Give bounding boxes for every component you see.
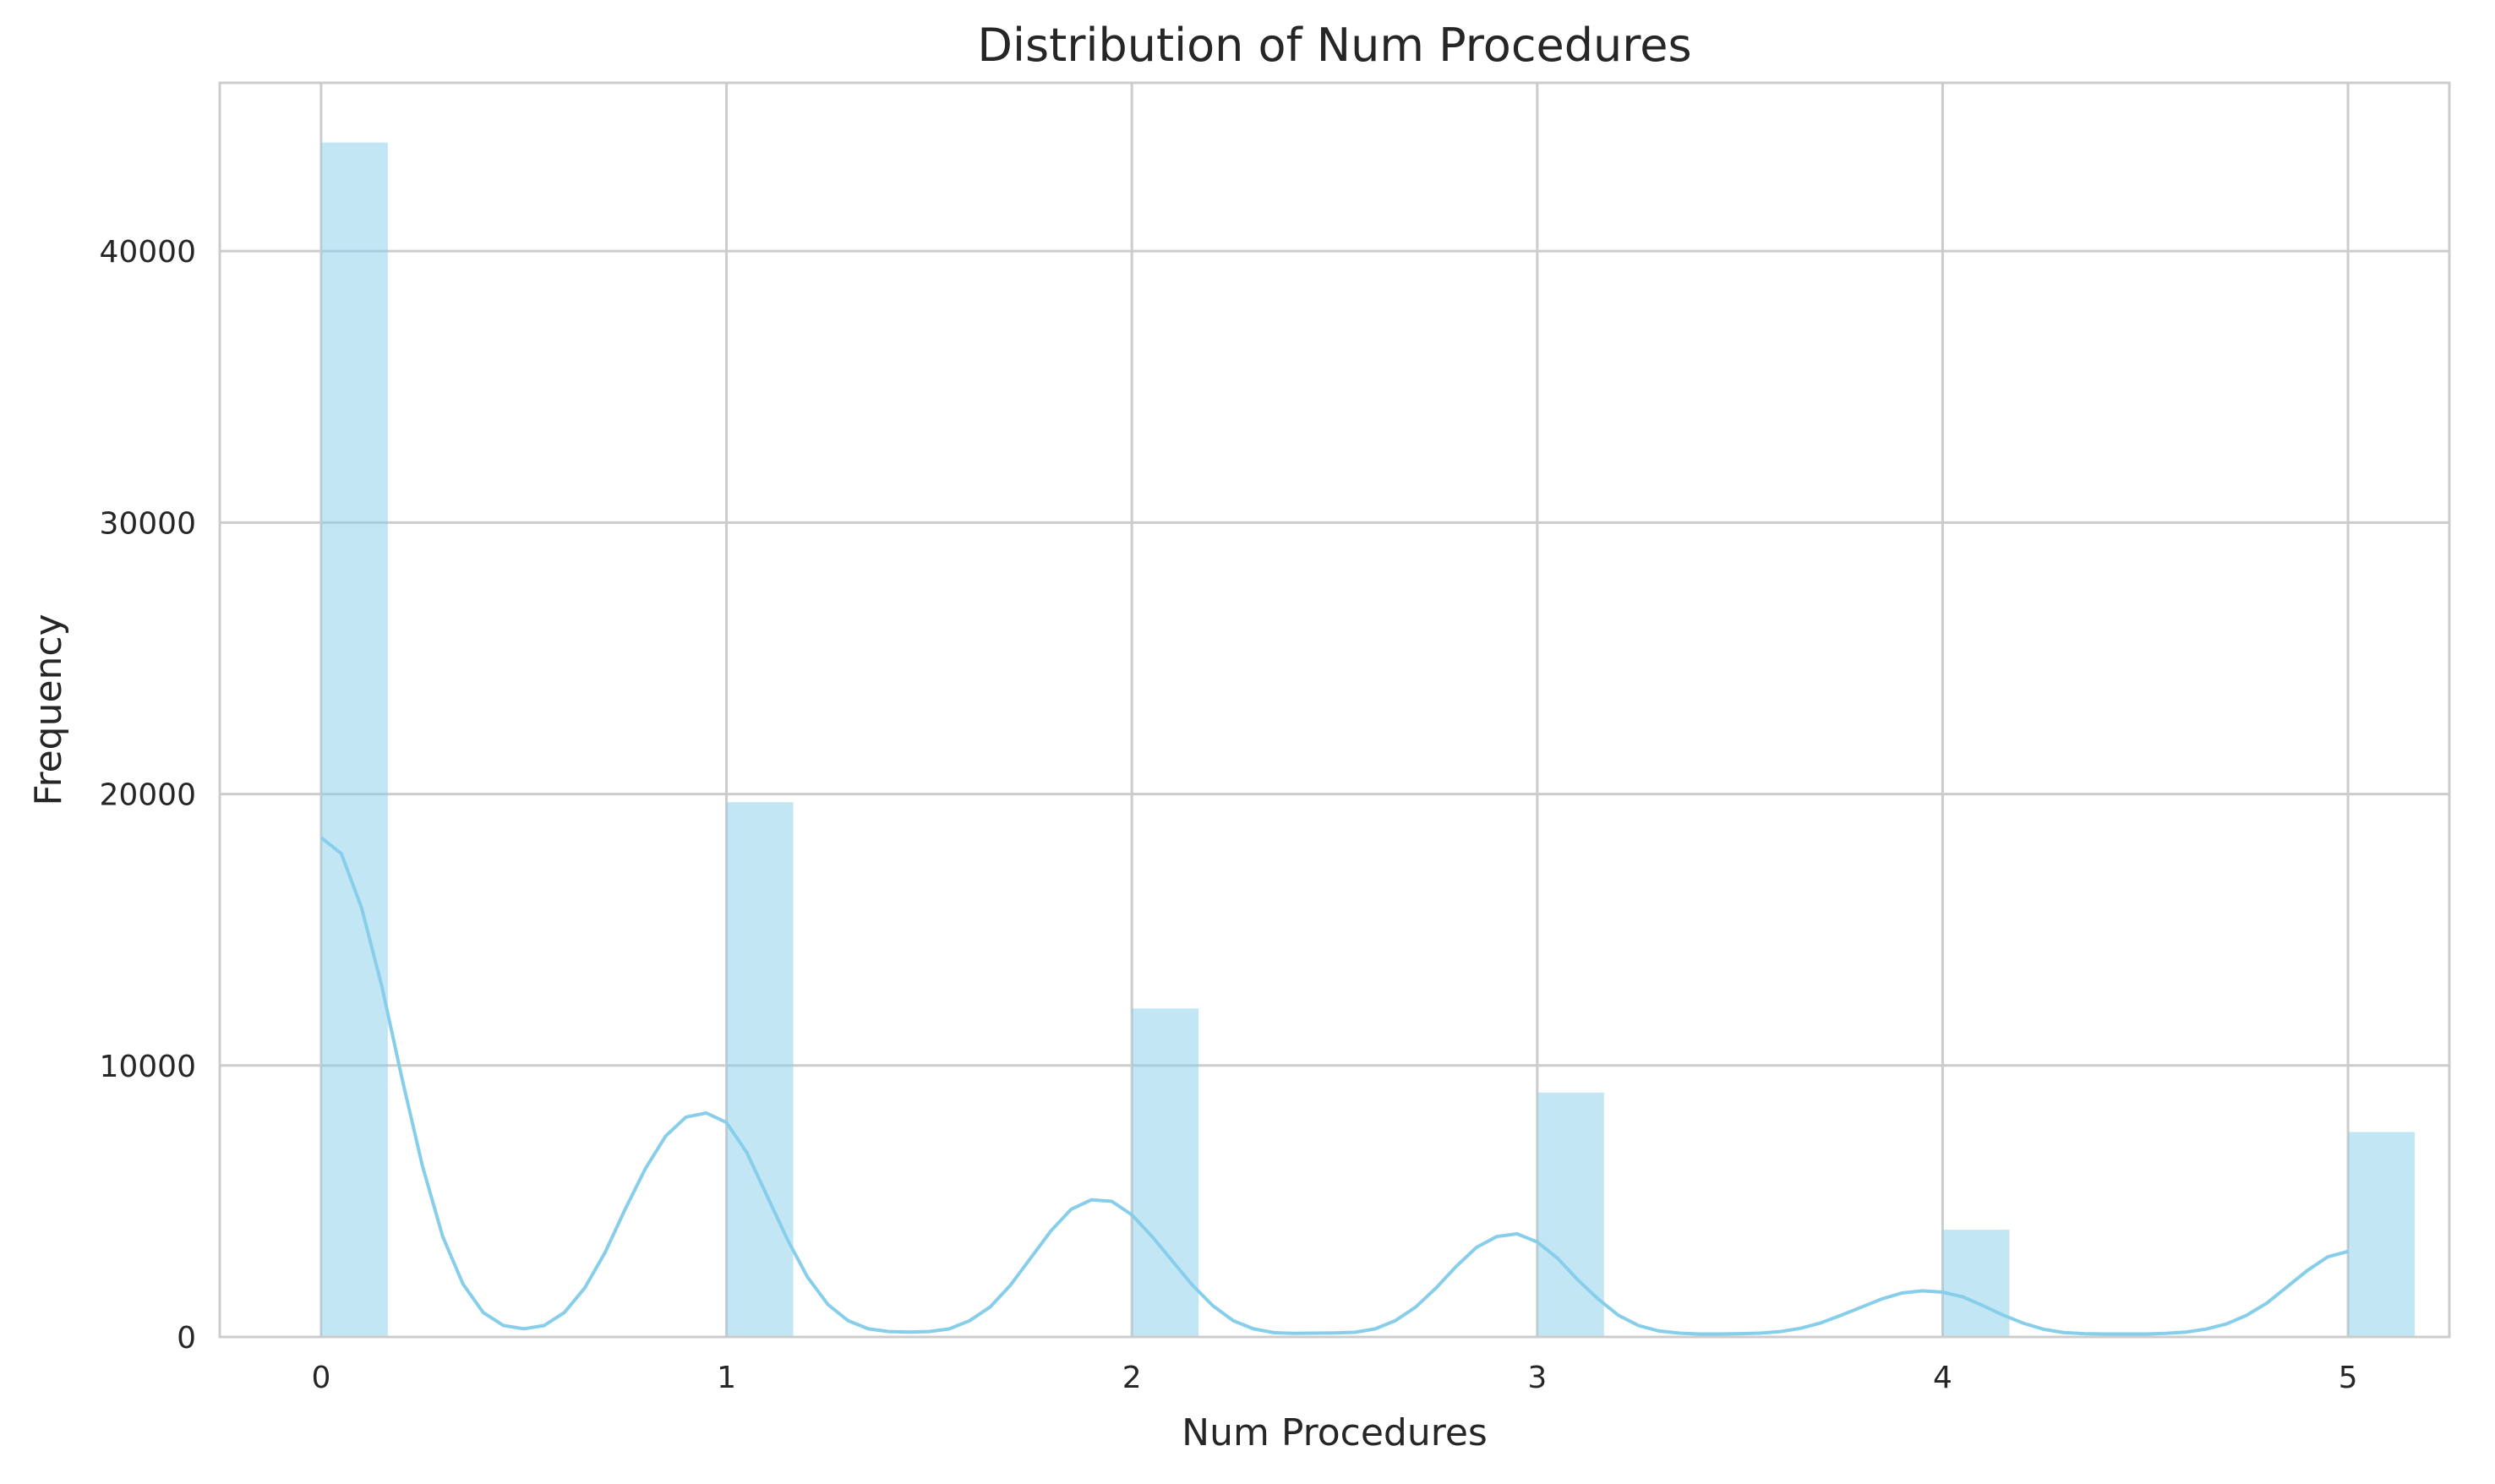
x-axis-label: Num Procedures — [1182, 1411, 1488, 1454]
x-tick-label: 2 — [1122, 1361, 1142, 1395]
grid-layer — [220, 83, 2449, 1339]
kde-curve — [319, 836, 2349, 1336]
x-tick-label: 3 — [1527, 1361, 1547, 1395]
y-tick-label: 40000 — [99, 235, 196, 270]
y-tick-label: 10000 — [99, 1050, 196, 1084]
histogram-bar-3 — [1537, 1092, 1604, 1337]
histogram-bar-4 — [1942, 1230, 2010, 1337]
tick-label-layer: 0 1 2 3 4 5 0 10000 20000 30000 40000 — [99, 235, 2357, 1395]
x-tick-label: 1 — [717, 1361, 736, 1395]
axes-frame — [218, 81, 2451, 1339]
histogram-bar-0 — [320, 142, 388, 1338]
chart-title: Distribution of Num Procedures — [977, 19, 1691, 72]
histogram-bar-2 — [1132, 1008, 1199, 1337]
y-tick-label: 20000 — [99, 778, 196, 813]
y-axis-label: Frequency — [27, 614, 70, 805]
y-tick-label: 0 — [177, 1321, 196, 1356]
x-tick-label: 0 — [311, 1361, 330, 1395]
x-tick-label: 5 — [2339, 1361, 2358, 1395]
bar-layer — [320, 142, 2416, 1338]
histogram-bar-5 — [2348, 1132, 2416, 1337]
histogram-bar-1 — [726, 802, 794, 1337]
x-tick-label: 4 — [1933, 1361, 1952, 1395]
y-tick-label: 30000 — [99, 506, 196, 541]
kde-layer — [319, 836, 2349, 1336]
